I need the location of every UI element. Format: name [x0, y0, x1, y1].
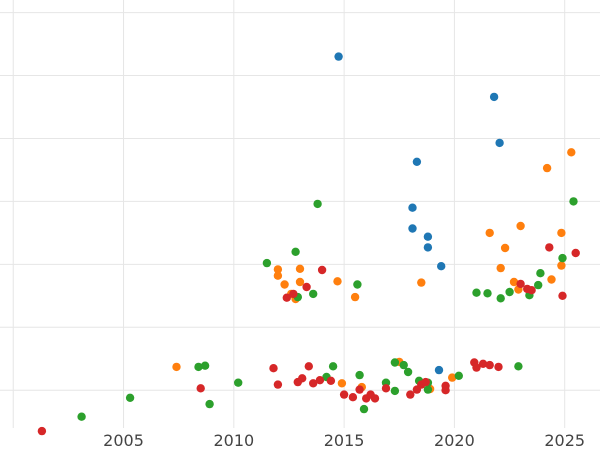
data-point-series-2 — [313, 199, 322, 209]
data-point-series-3 — [355, 385, 364, 394]
data-point-series-2 — [496, 294, 505, 303]
data-point-series-1 — [350, 292, 360, 302]
x-tick-label: 2005 — [103, 431, 144, 450]
data-point-series-1 — [448, 373, 457, 382]
data-point-series-2 — [534, 280, 543, 290]
data-point-series-1 — [485, 228, 494, 238]
data-point-series-2 — [309, 289, 318, 299]
data-point-series-2 — [514, 362, 523, 371]
data-point-series-1 — [496, 263, 505, 273]
data-point-series-2 — [353, 280, 362, 289]
x-tick-label: 2020 — [434, 431, 475, 450]
data-point-series-2 — [77, 412, 86, 421]
data-point-series-1 — [500, 243, 510, 253]
data-point-series-1 — [280, 280, 289, 289]
data-point-series-3 — [298, 374, 307, 383]
data-point-series-1 — [557, 228, 566, 238]
data-point-series-2 — [291, 247, 300, 256]
data-point-series-2 — [423, 385, 433, 394]
data-point-series-1 — [295, 277, 305, 287]
data-point-series-3 — [339, 390, 349, 399]
data-point-series-0 — [489, 92, 499, 102]
data-point-series-3 — [478, 359, 488, 368]
data-point-series-2 — [558, 253, 567, 263]
data-point-series-0 — [408, 224, 417, 233]
data-point-series-3 — [494, 362, 503, 372]
data-point-series-1 — [295, 264, 305, 273]
data-point-series-3 — [315, 376, 325, 385]
data-point-series-3 — [558, 291, 567, 300]
data-point-series-3 — [381, 384, 391, 393]
data-point-series-1 — [547, 275, 556, 284]
data-point-series-2 — [234, 378, 243, 387]
x-tick-label: 2010 — [213, 431, 254, 450]
data-point-series-2 — [359, 404, 369, 414]
data-point-series-1 — [509, 277, 519, 287]
data-point-series-0 — [423, 243, 433, 252]
data-point-series-2 — [205, 399, 214, 409]
data-point-series-3 — [269, 364, 278, 373]
data-point-series-2 — [355, 370, 364, 380]
data-point-series-3 — [527, 286, 536, 295]
x-tick-label: 2025 — [544, 431, 585, 450]
data-point-series-2 — [262, 258, 272, 268]
data-point-series-3 — [196, 384, 205, 393]
data-point-series-0 — [437, 262, 446, 271]
data-point-series-0 — [412, 157, 422, 166]
data-point-series-2 — [505, 287, 514, 297]
data-point-series-3 — [37, 426, 47, 436]
data-point-series-2 — [194, 362, 203, 372]
data-point-series-3 — [309, 379, 318, 388]
gridlines — [0, 0, 600, 428]
data-point-series-3 — [370, 394, 380, 403]
data-point-series-3 — [571, 248, 580, 258]
data-point-series-3 — [304, 362, 313, 371]
data-point-series-1 — [333, 277, 342, 286]
data-point-series-3 — [485, 360, 494, 370]
data-point-series-3 — [326, 376, 336, 385]
data-point-series-3 — [348, 393, 358, 402]
data-point-series-1 — [337, 379, 347, 388]
data-point-series-2 — [390, 358, 400, 367]
data-point-series-1 — [273, 271, 283, 280]
data-point-series-3 — [273, 380, 283, 389]
data-point-series-2 — [390, 386, 400, 396]
data-point-series-1 — [567, 148, 576, 157]
data-point-series-3 — [282, 293, 291, 302]
data-point-series-1 — [516, 221, 525, 231]
data-point-series-1 — [417, 278, 426, 287]
data-point-series-2 — [403, 367, 413, 377]
data-point-series-2 — [125, 393, 135, 402]
data-point-series-2 — [454, 371, 463, 380]
data-point-series-3 — [289, 289, 298, 299]
data-point-series-2 — [536, 269, 545, 278]
data-point-series-0 — [423, 232, 433, 241]
data-point-series-2 — [472, 288, 481, 297]
data-point-series-0 — [334, 52, 343, 61]
x-tick-label: 2015 — [324, 431, 365, 450]
data-point-series-1 — [172, 362, 181, 372]
data-point-series-2 — [483, 289, 492, 298]
data-point-series-3 — [406, 390, 415, 399]
data-point-series-3 — [441, 381, 450, 390]
data-point-series-1 — [273, 265, 283, 274]
data-point-series-3 — [317, 265, 327, 275]
data-point-series-3 — [472, 363, 481, 372]
data-point-series-2 — [569, 197, 578, 206]
data-point-series-2 — [328, 362, 338, 371]
x-axis-tick-labels: 2005 2010 2015 2020 2025 — [103, 431, 585, 450]
data-point-series-2 — [399, 360, 408, 370]
data-point-series-0 — [495, 138, 504, 148]
data-points — [37, 52, 580, 436]
data-point-series-2 — [200, 361, 210, 370]
data-point-series-3 — [302, 282, 311, 292]
data-point-series-0 — [408, 203, 417, 212]
data-point-series-1 — [557, 261, 566, 270]
data-point-series-3 — [516, 279, 525, 289]
data-point-series-3 — [421, 377, 430, 387]
data-point-series-3 — [545, 243, 554, 252]
data-point-series-1 — [542, 163, 552, 173]
data-point-series-0 — [434, 365, 444, 375]
